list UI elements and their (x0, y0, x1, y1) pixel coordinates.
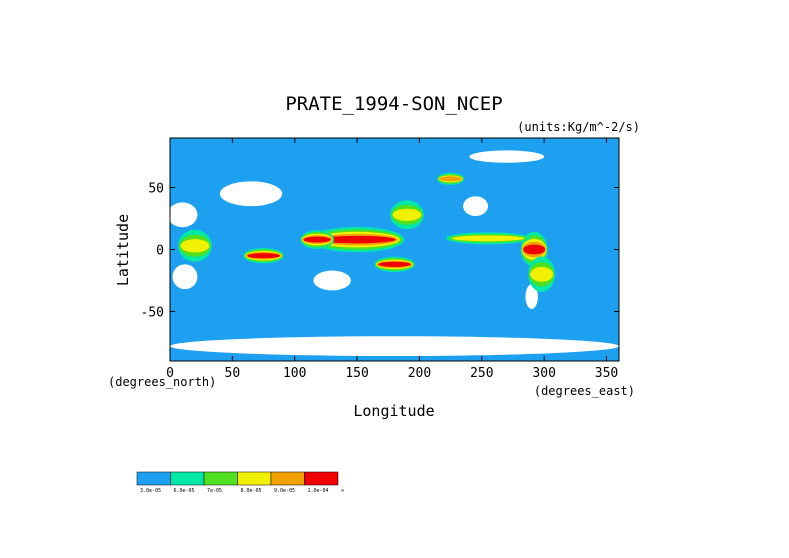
y-tick-label: -50 (141, 305, 164, 320)
y-tick-label: 0 (156, 244, 164, 259)
colorbar: 3.0e-05 6.0e-05 7e-05 8.0e-05 9.0e-05 1.0e-04… (136, 471, 344, 494)
precip-contour (452, 235, 525, 242)
precip-contour (439, 176, 462, 182)
x-tick-label: 200 (408, 366, 431, 381)
precip-contour (247, 253, 281, 259)
precip-contour (523, 244, 546, 255)
plot-area (170, 138, 619, 361)
colorbar-label: ∞ (341, 488, 344, 494)
no-data-region (170, 202, 198, 228)
no-data-region (525, 284, 538, 309)
precip-contour (318, 235, 396, 244)
colorbar-swatch (237, 471, 272, 486)
colorbar-label: 9.0e-05 (274, 488, 295, 494)
colorbar-label: 8.0e-05 (241, 488, 262, 494)
precip-contour (530, 266, 554, 282)
x-tick-label: 350 (595, 366, 618, 381)
colorbar-label: 1.0e-04 (308, 488, 329, 494)
no-data-region (313, 270, 351, 291)
x-tick-label: 150 (345, 366, 368, 381)
field-background (170, 138, 619, 361)
no-data-region (172, 264, 198, 290)
colorbar-swatch (304, 471, 339, 486)
x-axis-title: Longitude (353, 402, 434, 420)
y-axis: 50 0 -50 (141, 182, 619, 320)
x-unit-label: (degrees_east) (534, 384, 635, 398)
colorbar-swatch (170, 471, 205, 486)
colorbar-label: 3.0e-05 (140, 488, 161, 494)
no-data-region (463, 196, 489, 217)
x-tick-label: 50 (225, 366, 241, 381)
precip-contour (303, 236, 331, 243)
precip-contour (180, 239, 210, 253)
y-axis-title: Latitude (114, 214, 132, 286)
colorbar-swatch (136, 471, 171, 486)
precip-contour (392, 208, 422, 221)
y-unit-label: (degrees_north) (108, 375, 216, 389)
units-label: (units:Kg/m^-2/s) (517, 120, 640, 134)
no-data-region (170, 336, 619, 357)
no-data-region (219, 181, 283, 207)
colorbar-label: 6.0e-05 (174, 488, 195, 494)
colorbar-swatch (203, 471, 238, 486)
no-data-region (469, 150, 545, 163)
x-tick-label: 300 (532, 366, 555, 381)
colorbar-swatch (270, 471, 305, 486)
chart-title: PRATE_1994-SON_NCEP (285, 93, 502, 115)
x-tick-label: 0 (166, 366, 174, 381)
x-tick-label: 100 (283, 366, 306, 381)
y-tick-label: 50 (148, 182, 164, 197)
x-axis: 0 50 100 150 200 250 300 350 (166, 138, 618, 381)
precip-contour (378, 261, 411, 267)
x-tick-label: 250 (470, 366, 493, 381)
colorbar-label: 7e-05 (207, 488, 222, 494)
